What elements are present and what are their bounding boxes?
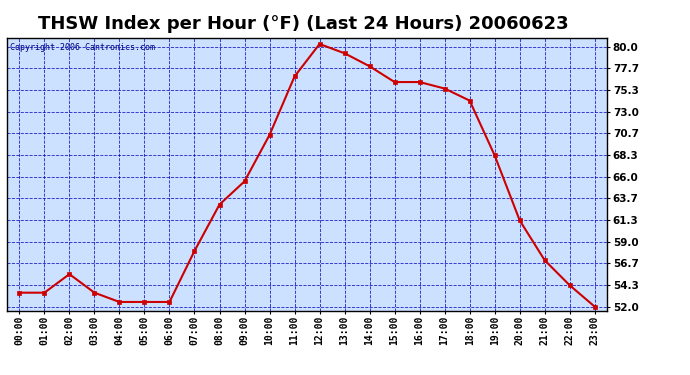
Text: Copyright 2006 Cantronics.com: Copyright 2006 Cantronics.com <box>10 43 155 52</box>
Text: THSW Index per Hour (°F) (Last 24 Hours) 20060623: THSW Index per Hour (°F) (Last 24 Hours)… <box>38 15 569 33</box>
